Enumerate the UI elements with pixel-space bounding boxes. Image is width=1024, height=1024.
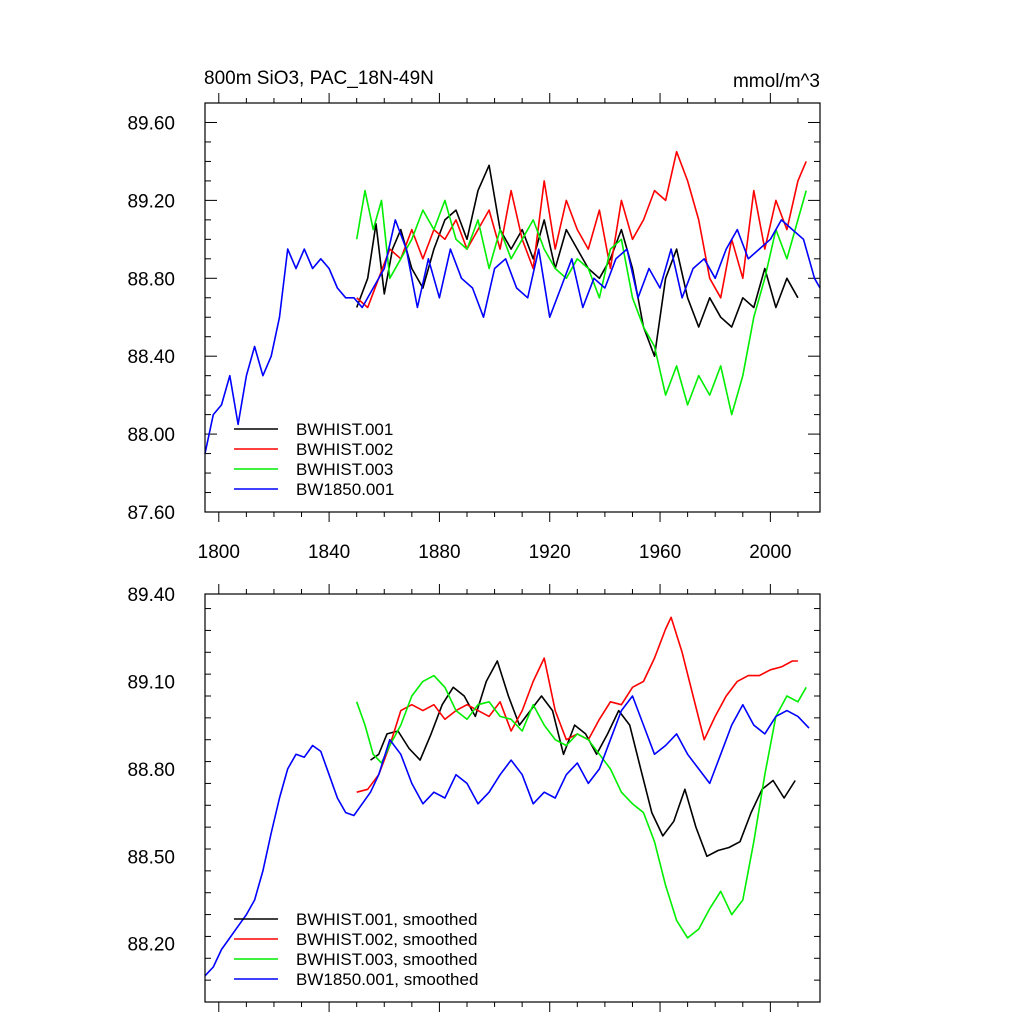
legend-label: BW1850.001, smoothed [296, 970, 478, 989]
bottom-panel: 88.20 88.50 88.80 89.10 89.40 BWHIST.001, sm… [127, 584, 821, 1012]
top-ticks [205, 93, 820, 522]
top-series-lines [204, 150, 821, 454]
y-tick-label: 89.20 [127, 191, 175, 212]
top-x-tick-labels: 1800 1840 1880 1920 1960 2000 [198, 542, 792, 563]
y-tick-label: 89.60 [127, 113, 175, 134]
y-tick-label: 88.40 [127, 347, 175, 368]
x-tick-label: 1880 [418, 542, 460, 563]
legend-label: BW1850.001 [296, 480, 394, 499]
series-line-bwhist-002 [356, 150, 807, 309]
y-tick-label: 88.00 [127, 425, 175, 446]
y-tick-label: 89.10 [127, 672, 175, 693]
legend-label: BWHIST.003 [296, 460, 393, 479]
bottom-ticks [205, 584, 820, 1012]
x-tick-label: 2000 [749, 542, 791, 563]
x-tick-label: 1800 [198, 542, 240, 563]
series-line-bw1850-001 [204, 219, 821, 454]
series-line-bwhist-001 [355, 164, 799, 358]
y-tick-label: 88.20 [127, 935, 175, 956]
y-tick-label: 88.50 [127, 847, 175, 868]
bottom-plot-frame [204, 593, 821, 1003]
top-y-tick-labels: 87.60 88.00 88.40 88.80 89.20 89.60 [127, 113, 175, 524]
x-tick-label: 1960 [639, 542, 681, 563]
legend-label: BWHIST.002 [296, 440, 393, 459]
legend-label: BWHIST.002, smoothed [296, 930, 477, 949]
top-plot-frame [204, 102, 821, 513]
legend-label: BWHIST.001 [296, 420, 393, 439]
y-tick-label: 88.80 [127, 760, 175, 781]
top-chart-units: mmol/m^3 [733, 71, 820, 92]
legend-label: BWHIST.001, smoothed [296, 910, 477, 929]
legend-label: BWHIST.003, smoothed [296, 950, 477, 969]
y-tick-label: 88.80 [127, 269, 175, 290]
series-line-bwhist-003 [355, 189, 807, 416]
x-tick-label: 1920 [529, 542, 571, 563]
x-tick-label: 1840 [308, 542, 350, 563]
series-line-bwhist-001-smoothed [370, 660, 796, 858]
y-tick-label: 89.40 [127, 585, 175, 606]
y-tick-label: 87.60 [127, 503, 175, 524]
series-line-bwhist-003-smoothed [355, 674, 807, 939]
top-panel: 800m SiO3, PAC_18N-49N mmol/m^3 1800 1840… [127, 68, 821, 563]
bottom-y-tick-labels: 88.20 88.50 88.80 89.10 89.40 [127, 585, 175, 956]
series-line-bw1850-001-smoothed [204, 695, 810, 977]
top-chart-title: 800m SiO3, PAC_18N-49N [204, 68, 434, 89]
bottom-series-lines [204, 616, 810, 977]
